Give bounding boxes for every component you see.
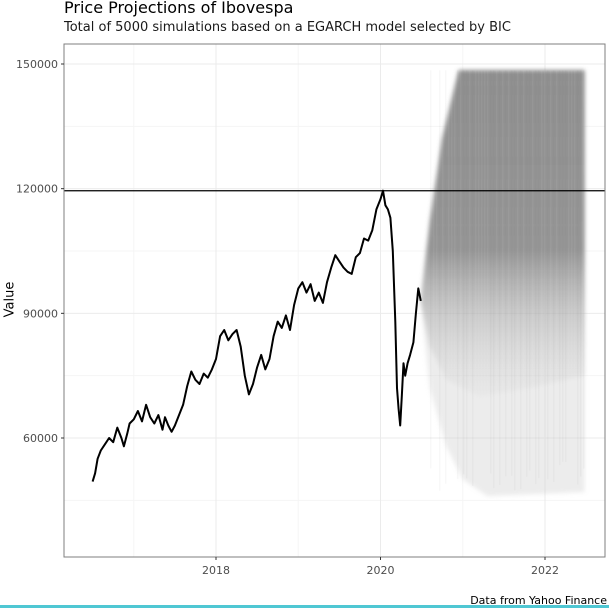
chart-subtitle: Total of 5000 simulations based on a EGA… (64, 20, 511, 35)
bottom-accent-rule (0, 605, 609, 608)
x-axis: 2018 2020 2022 (202, 557, 559, 577)
y-axis: 60000 90000 120000 150000 (16, 58, 64, 445)
historical-price-line (91, 189, 422, 482)
y-tick-label: 60000 (23, 432, 58, 445)
simulation-fan (420, 70, 585, 497)
y-tick-label: 90000 (23, 307, 58, 320)
x-tick-label: 2022 (531, 564, 559, 577)
y-tick-label: 120000 (16, 183, 58, 196)
x-tick-label: 2018 (202, 564, 230, 577)
y-tick-label: 150000 (16, 58, 58, 71)
plot-panel-border (63, 43, 606, 558)
chart-caption: Data from Yahoo Finance (470, 594, 607, 607)
chart-title: Price Projections of Ibovespa (64, 0, 294, 17)
x-tick-label: 2020 (367, 564, 395, 577)
